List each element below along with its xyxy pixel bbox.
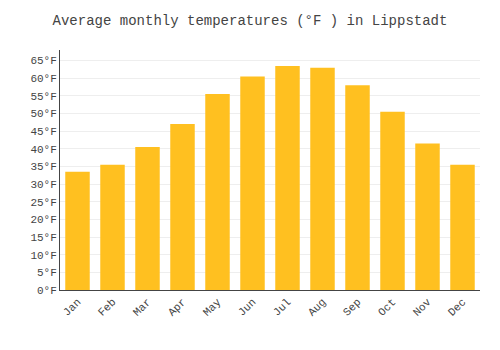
svg-text:20°F: 20°F	[30, 214, 56, 226]
svg-text:25°F: 25°F	[30, 197, 56, 209]
svg-text:Aug: Aug	[306, 296, 328, 318]
svg-text:60°F: 60°F	[30, 73, 56, 85]
svg-text:45°F: 45°F	[30, 126, 56, 138]
svg-text:40°F: 40°F	[30, 144, 56, 156]
svg-text:May: May	[201, 296, 224, 319]
svg-text:15°F: 15°F	[30, 232, 56, 244]
svg-text:10°F: 10°F	[30, 250, 56, 262]
svg-text:Jun: Jun	[236, 296, 258, 318]
svg-text:Feb: Feb	[96, 296, 118, 318]
svg-text:Apr: Apr	[166, 296, 188, 318]
svg-text:Nov: Nov	[411, 296, 434, 319]
svg-text:30°F: 30°F	[30, 179, 56, 191]
svg-text:Sep: Sep	[341, 296, 363, 318]
svg-text:Jul: Jul	[271, 296, 293, 318]
svg-text:35°F: 35°F	[30, 161, 56, 173]
svg-text:Mar: Mar	[131, 296, 153, 318]
svg-text:50°F: 50°F	[30, 108, 56, 120]
svg-text:0°F: 0°F	[37, 285, 57, 297]
svg-text:Dec: Dec	[446, 296, 468, 318]
svg-text:Jan: Jan	[61, 296, 83, 318]
svg-text:Average monthly temperatures (: Average monthly temperatures (°F ) in Li…	[53, 13, 448, 29]
svg-text:65°F: 65°F	[30, 55, 56, 67]
svg-text:55°F: 55°F	[30, 91, 56, 103]
svg-text:Oct: Oct	[376, 296, 398, 318]
svg-text:5°F: 5°F	[37, 267, 57, 279]
